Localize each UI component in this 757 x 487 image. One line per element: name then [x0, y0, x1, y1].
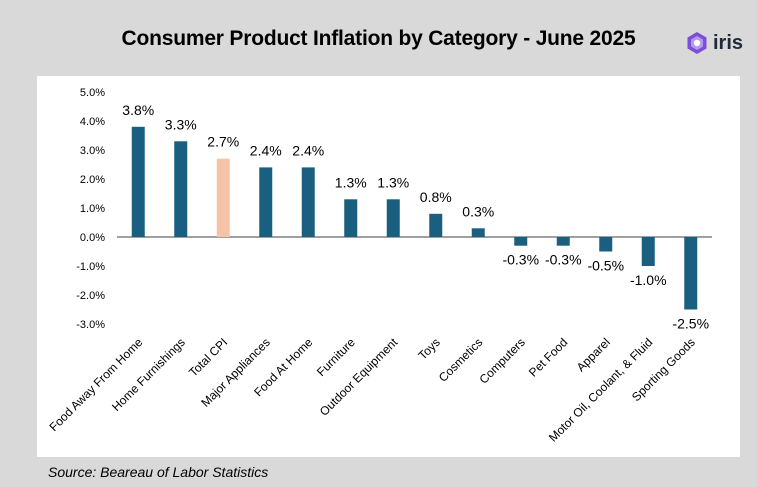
data-label: 2.4% — [292, 142, 324, 158]
data-label: 3.3% — [165, 116, 197, 132]
data-label: 0.8% — [420, 189, 452, 205]
bar — [259, 167, 273, 237]
y-tick-label: 0.0% — [80, 232, 105, 244]
data-label: -2.5% — [672, 316, 709, 332]
bar — [131, 126, 145, 237]
data-label: -0.3% — [502, 252, 539, 268]
y-tick-label: 5.0% — [80, 87, 105, 99]
y-tick-label: 1.0% — [80, 203, 105, 215]
data-label: -0.3% — [545, 252, 582, 268]
x-tick-label: Toys — [416, 335, 443, 362]
bar — [641, 237, 655, 266]
bar — [471, 228, 485, 237]
bar — [344, 199, 358, 237]
x-tick-label: Apparel — [574, 335, 613, 374]
x-tick-label: Outdoor Equipment — [317, 335, 401, 419]
bar — [301, 167, 315, 237]
bar — [386, 199, 400, 237]
y-tick-label: 3.0% — [80, 145, 105, 157]
bar — [174, 141, 188, 237]
data-label: 3.8% — [122, 102, 154, 118]
y-tick-label: -2.0% — [76, 290, 105, 302]
bar — [429, 213, 443, 237]
iris-logo: iris — [686, 31, 743, 55]
data-label: -1.0% — [630, 272, 667, 288]
logo-text: iris — [713, 31, 744, 54]
x-tick-label: Pet Food — [526, 335, 570, 379]
source-note: Source: Beareau of Labor Statistics — [48, 464, 269, 480]
iris-logo-icon — [687, 32, 707, 54]
y-tick-label: 4.0% — [80, 116, 105, 128]
data-label: 2.7% — [207, 134, 239, 150]
y-tick-label: -1.0% — [76, 261, 105, 273]
data-label: -0.5% — [587, 258, 624, 274]
bar — [216, 158, 230, 237]
data-label: 0.3% — [462, 203, 494, 219]
x-tick-label: Furniture — [314, 335, 358, 379]
data-label: 2.4% — [250, 142, 282, 158]
x-tick-label: Computers — [476, 335, 527, 386]
plot-area — [37, 76, 740, 457]
x-tick-label: Home Furnishings — [109, 335, 188, 414]
bar — [556, 237, 570, 246]
x-tick-label: Total CPI — [186, 335, 230, 379]
y-tick-label: -3.0% — [76, 319, 105, 331]
y-tick-label: 2.0% — [80, 174, 105, 186]
bar — [514, 237, 528, 246]
data-label: 1.3% — [335, 174, 367, 190]
bar — [599, 237, 613, 252]
data-label: 1.3% — [377, 174, 409, 190]
bar — [684, 237, 698, 310]
chart-title: Consumer Product Inflation by Category -… — [121, 27, 636, 50]
